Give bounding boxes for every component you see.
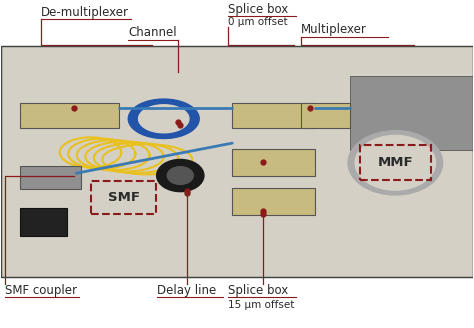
Polygon shape xyxy=(137,104,190,133)
Polygon shape xyxy=(134,102,193,135)
Text: De-multiplexer: De-multiplexer xyxy=(41,6,129,19)
Bar xyxy=(350,76,474,150)
Polygon shape xyxy=(137,104,191,134)
Text: Splice box: Splice box xyxy=(228,284,288,297)
Polygon shape xyxy=(138,105,189,133)
Polygon shape xyxy=(129,100,198,138)
Text: MMF: MMF xyxy=(377,156,413,169)
Circle shape xyxy=(348,131,443,195)
Polygon shape xyxy=(128,99,199,138)
Bar xyxy=(0,46,474,277)
Circle shape xyxy=(156,159,204,192)
Text: SMF coupler: SMF coupler xyxy=(5,284,77,297)
Bar xyxy=(19,208,67,236)
Bar xyxy=(91,181,156,214)
Text: Splice box: Splice box xyxy=(228,3,288,16)
Text: 0 μm offset: 0 μm offset xyxy=(228,16,287,27)
Bar xyxy=(232,103,315,128)
Polygon shape xyxy=(144,108,183,130)
Polygon shape xyxy=(142,107,185,131)
Polygon shape xyxy=(133,102,195,136)
Text: SMF: SMF xyxy=(108,191,139,204)
Bar xyxy=(301,103,350,128)
Bar xyxy=(232,188,315,215)
Bar xyxy=(360,145,431,180)
Polygon shape xyxy=(130,100,197,137)
Polygon shape xyxy=(141,106,187,132)
Bar xyxy=(232,149,315,175)
Polygon shape xyxy=(132,101,196,136)
Text: Channel: Channel xyxy=(128,26,177,39)
Polygon shape xyxy=(143,107,184,130)
Text: Delay line: Delay line xyxy=(156,284,216,297)
Bar xyxy=(0,46,474,277)
Polygon shape xyxy=(140,105,188,132)
Circle shape xyxy=(355,135,436,190)
Bar xyxy=(19,103,119,128)
Bar xyxy=(19,166,81,190)
Circle shape xyxy=(167,167,193,184)
Polygon shape xyxy=(135,103,192,135)
Text: 15 μm offset: 15 μm offset xyxy=(228,299,294,310)
Text: Multiplexer: Multiplexer xyxy=(301,23,367,36)
